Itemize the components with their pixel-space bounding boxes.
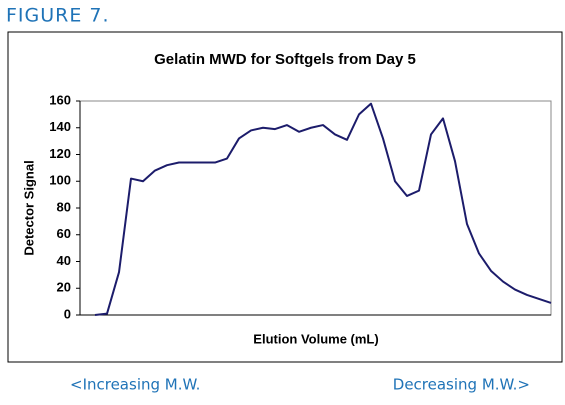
chart-title: Gelatin MWD for Softgels from Day 5 (154, 51, 416, 68)
y-tick-label: 140 (49, 119, 71, 134)
y-tick-label: 60 (57, 226, 71, 241)
y-tick-label: 160 (49, 92, 71, 107)
chart-frame (7, 31, 563, 363)
y-tick-label: 100 (49, 173, 71, 188)
y-tick-label: 120 (49, 146, 71, 161)
y-axis-label: Detector Signal (21, 160, 36, 255)
footer-left: <Increasing M.W. (70, 376, 200, 394)
y-tick-label: 20 (57, 280, 71, 295)
y-tick-label: 0 (64, 306, 71, 321)
footer-right: Decreasing M.W.> (393, 376, 530, 394)
figure-label: FIGURE 7. (6, 5, 110, 27)
x-axis-label: Elution Volume (mL) (253, 331, 378, 346)
data-line (94, 102, 552, 316)
y-tick-label: 40 (57, 253, 71, 268)
y-tick-label: 80 (57, 199, 71, 214)
